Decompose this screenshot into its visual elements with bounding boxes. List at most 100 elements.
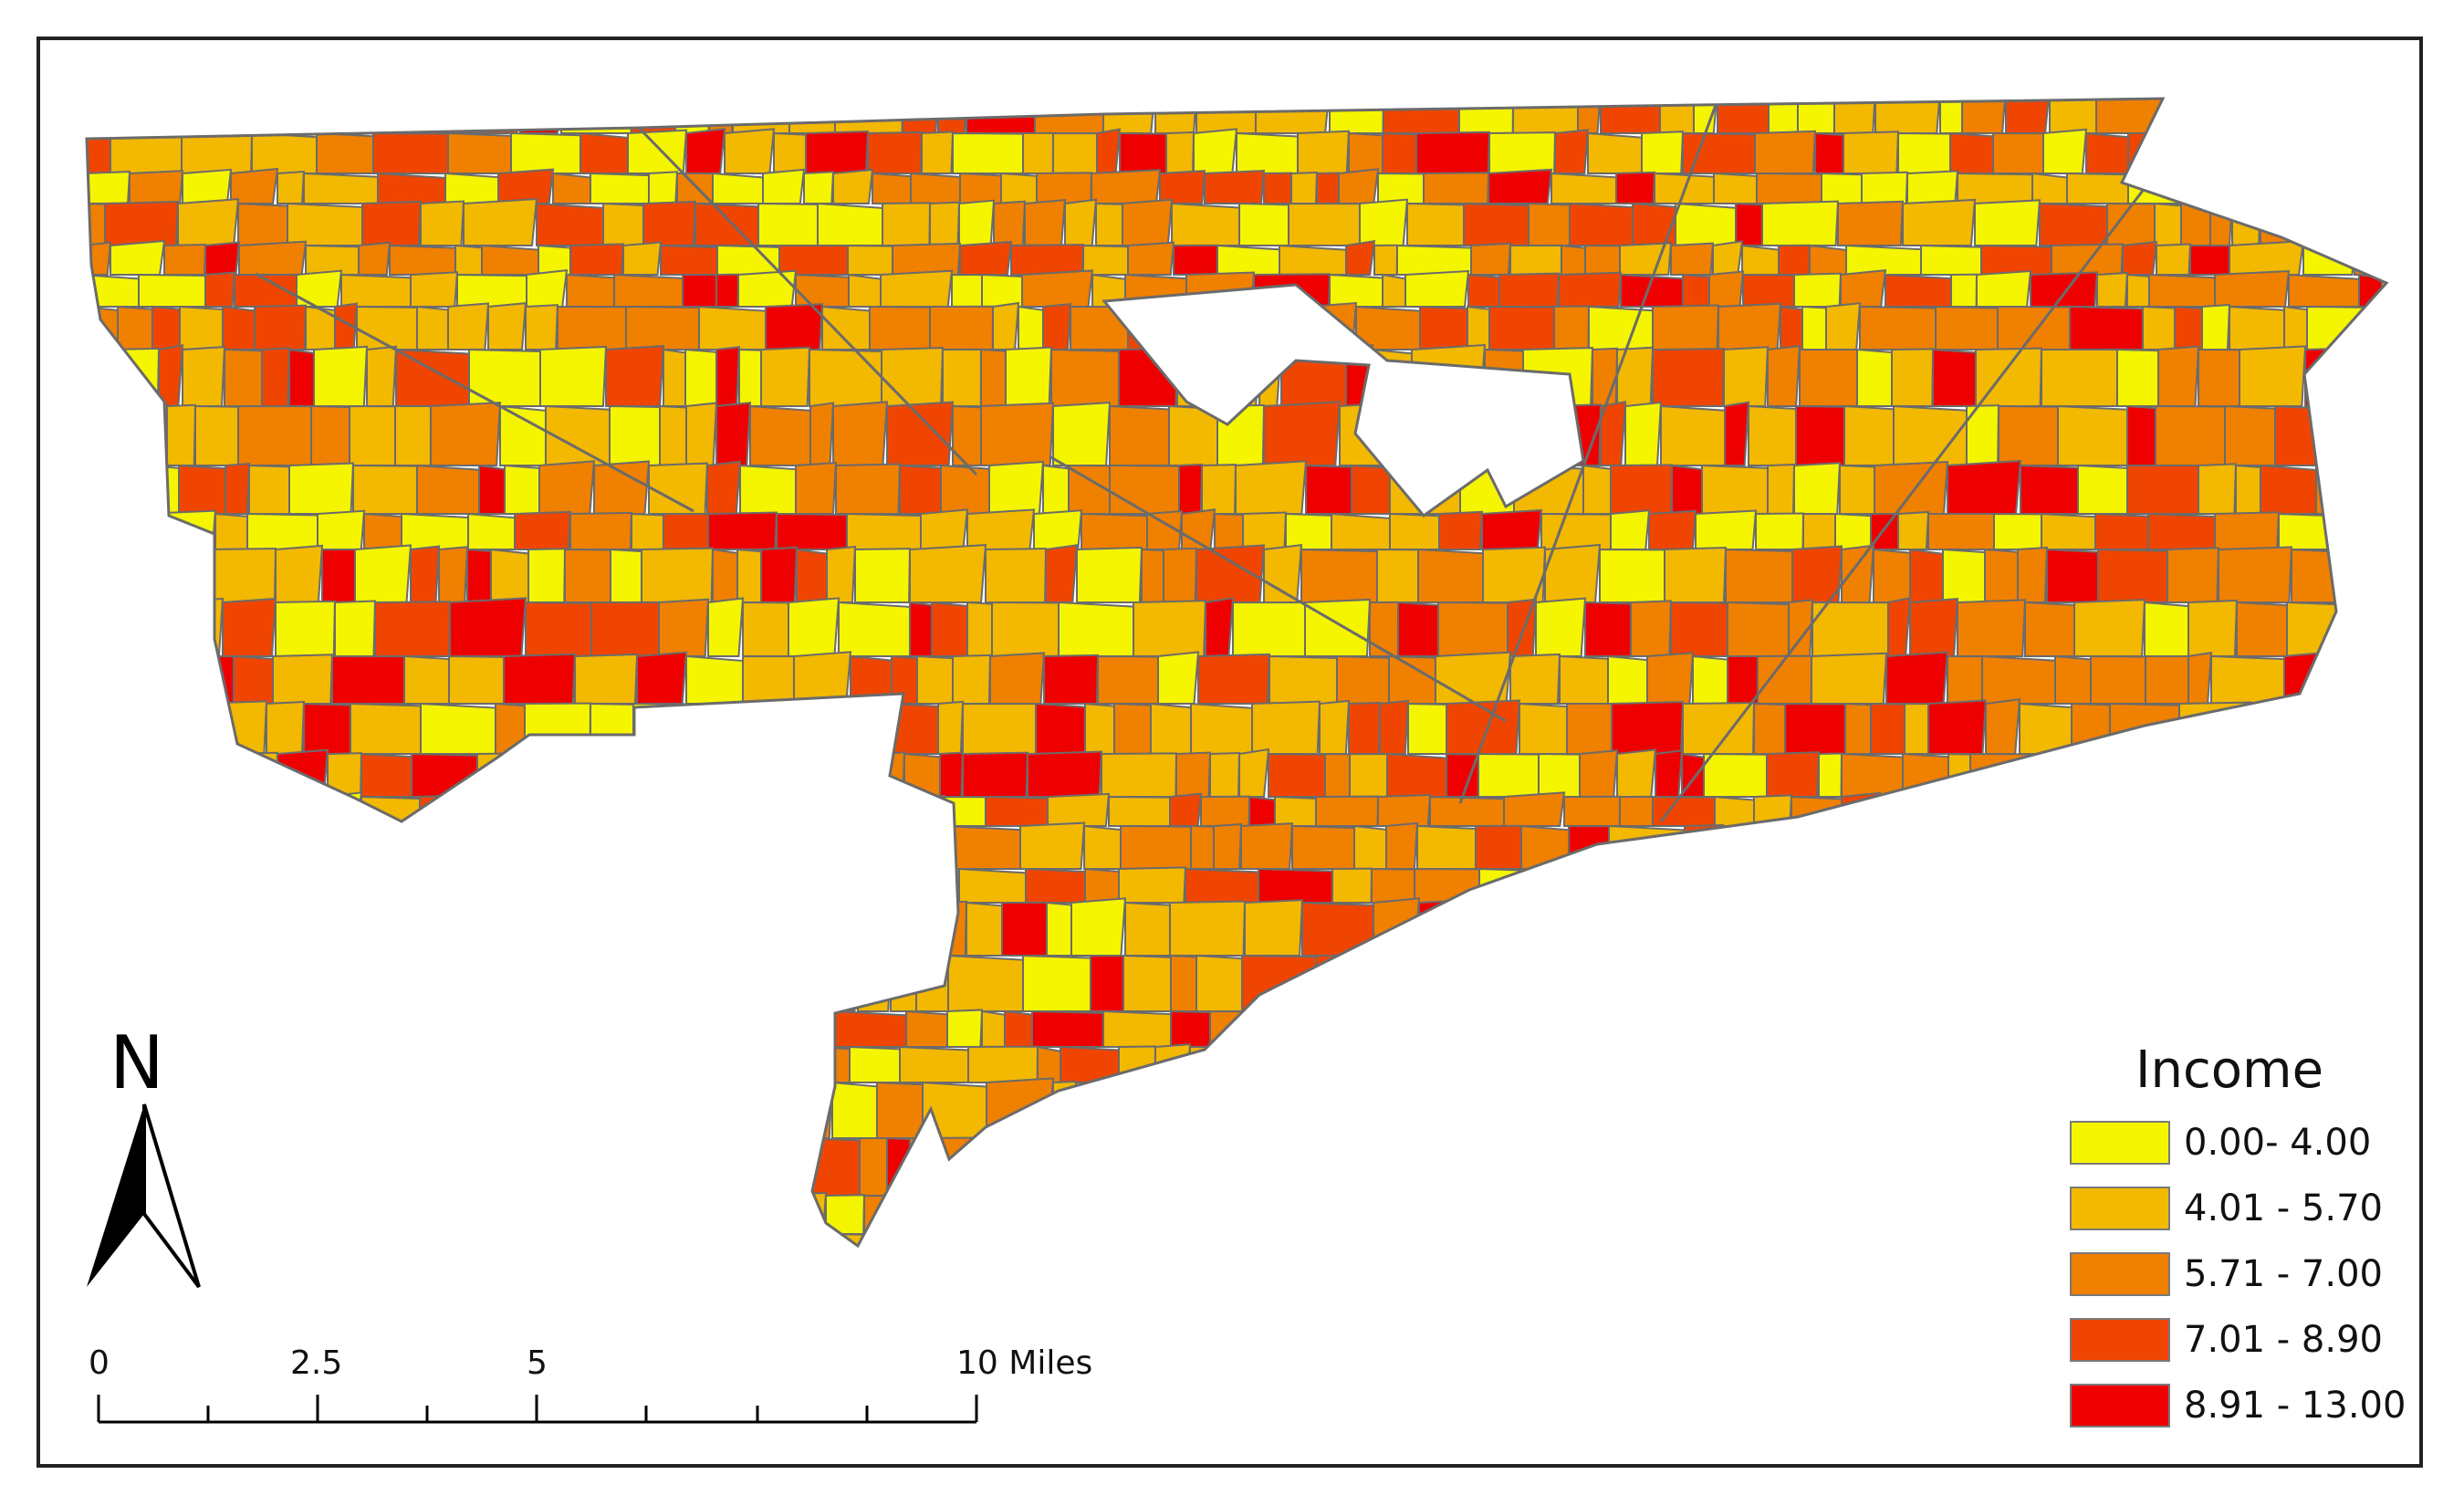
tract-polygon (1439, 1194, 1513, 1235)
tract-polygon (2116, 348, 2161, 407)
tract-polygon (1407, 702, 1448, 755)
legend-swatch (2070, 1318, 2170, 1362)
tract-polygon (909, 601, 936, 657)
tract-polygon (2235, 464, 2263, 515)
tract-polygon (1090, 1136, 1161, 1197)
tract-polygon (321, 548, 357, 603)
tract-polygon (2041, 512, 2100, 550)
tract-polygon (2010, 795, 2052, 827)
tract-polygon (171, 752, 207, 798)
tract-polygon (2385, 128, 2386, 174)
tract-polygon (1775, 954, 1832, 1012)
tract-polygon (584, 1009, 628, 1048)
tract-polygon (1838, 1190, 1892, 1235)
tract-polygon (1213, 823, 1243, 870)
tract-polygon (902, 99, 940, 134)
tract-polygon (481, 244, 544, 276)
tract-polygon (2085, 131, 2134, 174)
tract-polygon (1033, 1194, 1101, 1235)
tract-polygon (129, 170, 184, 204)
tract-polygon (383, 1136, 412, 1197)
tract-polygon (113, 347, 161, 407)
tract-polygon (109, 650, 144, 705)
tract-polygon (1619, 795, 1655, 827)
tract-polygon (1036, 172, 1093, 204)
tract-polygon (1641, 131, 1685, 174)
tract-polygon (1634, 1044, 1708, 1083)
tract-polygon (288, 462, 355, 515)
tract-polygon (1353, 824, 1391, 870)
tract-polygon (350, 702, 424, 755)
tract-polygon (858, 863, 884, 904)
tract-polygon (525, 601, 593, 657)
tract-polygon (287, 202, 368, 246)
tract-polygon (2364, 795, 2386, 827)
tract-polygon (266, 867, 310, 904)
tract-polygon (2136, 867, 2189, 904)
tract-polygon (246, 512, 320, 550)
tract-polygon (1185, 867, 1263, 904)
tract-polygon (579, 1191, 632, 1235)
tract-polygon (1615, 171, 1656, 204)
tract-polygon (966, 508, 1036, 550)
tract-polygon (2380, 1045, 2386, 1083)
tract-polygon (1304, 598, 1372, 657)
tract-polygon (1957, 172, 2035, 204)
tract-polygon (2189, 244, 2231, 276)
tract-polygon (1567, 1135, 1613, 1197)
tract-polygon (1019, 821, 1086, 870)
tract-polygon (1749, 899, 1794, 957)
legend-item: 4.01 - 5.70 (2070, 1187, 2435, 1241)
tract-polygon (2286, 601, 2365, 657)
tract-polygon (303, 172, 382, 204)
tract-polygon (788, 795, 851, 827)
tract-polygon (2039, 202, 2112, 246)
tract-polygon (2360, 99, 2386, 134)
tract-polygon (1240, 822, 1294, 870)
tract-polygon (252, 99, 285, 134)
tract-polygon (1081, 512, 1151, 550)
tract-polygon (1509, 244, 1563, 276)
tract-polygon (800, 867, 861, 904)
tract-polygon (1185, 1080, 1241, 1139)
tract-polygon (410, 271, 459, 308)
tract-polygon (424, 1045, 492, 1083)
tract-polygon (982, 1192, 1036, 1235)
tract-polygon (1744, 954, 1778, 1012)
tract-polygon (684, 1136, 755, 1197)
tract-polygon (1300, 548, 1381, 603)
tract-polygon (835, 822, 902, 870)
tract-polygon (1724, 401, 1750, 466)
tract-polygon (2180, 202, 2215, 246)
tract-polygon (2257, 867, 2308, 904)
tract-polygon (1385, 821, 1419, 870)
tract-polygon (2360, 1009, 2386, 1048)
tract-polygon (1993, 867, 2054, 904)
tract-polygon (560, 1229, 610, 1246)
tract-polygon (277, 170, 306, 204)
tract-polygon (1113, 702, 1154, 755)
tract-polygon (1847, 901, 1903, 957)
tract-polygon (1154, 99, 1198, 134)
tract-polygon (1793, 272, 1843, 308)
tract-polygon (1797, 99, 1836, 134)
tract-polygon (447, 302, 490, 350)
tract-polygon (854, 548, 912, 603)
tract-polygon (1386, 752, 1452, 798)
tract-polygon (809, 348, 885, 407)
scale-label-10-miles: 10 Miles (956, 1344, 1093, 1382)
tract-polygon (1646, 652, 1695, 705)
tract-polygon (1379, 699, 1410, 755)
tract-polygon (1547, 953, 1613, 1012)
tract-polygon (1785, 1135, 1852, 1197)
tract-polygon (131, 898, 181, 957)
tract-polygon (636, 651, 688, 705)
tract-polygon (1389, 512, 1443, 550)
legend-label: 7.01 - 8.90 (2184, 1319, 2383, 1361)
tract-polygon (707, 511, 778, 550)
tract-polygon (1670, 864, 1733, 904)
tract-polygon (889, 1232, 921, 1246)
tract-polygon (419, 824, 479, 870)
tract-polygon (349, 404, 397, 466)
tract-polygon (966, 901, 1007, 957)
